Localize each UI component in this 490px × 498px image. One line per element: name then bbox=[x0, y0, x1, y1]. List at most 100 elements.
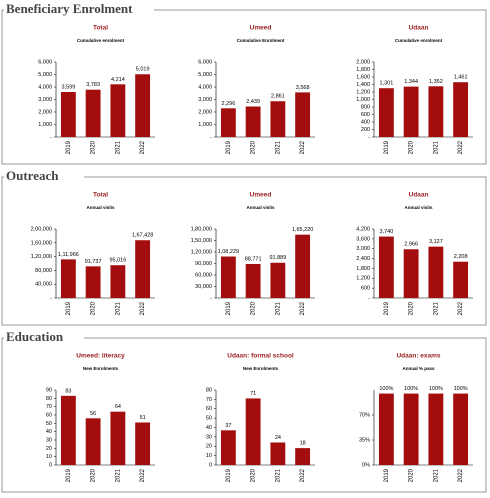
y-tick-label: 60,000 bbox=[195, 272, 212, 278]
x-tick-label: 2019 bbox=[226, 301, 232, 315]
value-label: 51 bbox=[140, 415, 146, 421]
y-tick-label: 6,000 bbox=[38, 59, 52, 65]
section-box bbox=[1, 9, 487, 165]
y-tick-label: 1,200 bbox=[356, 89, 370, 95]
value-label: 3,127 bbox=[429, 239, 443, 245]
value-label: 3,599 bbox=[61, 84, 75, 90]
value-label: 1,352 bbox=[429, 79, 443, 85]
bar bbox=[220, 108, 236, 137]
y-tick-label: 90 bbox=[46, 387, 52, 393]
y-tick-label: 200 bbox=[361, 127, 370, 133]
y-tick-label: 2,400 bbox=[356, 256, 370, 262]
y-tick-label: 30 bbox=[46, 437, 52, 443]
y-tick-label: 10 bbox=[206, 453, 212, 459]
y-tick-label: 40,000 bbox=[35, 282, 52, 288]
chart-subtitle: New Enrolments bbox=[83, 366, 119, 371]
x-tick-label: 2019 bbox=[66, 301, 72, 315]
bar bbox=[245, 106, 261, 137]
x-tick-label: 2020 bbox=[409, 140, 415, 154]
y-tick-label: 30,000 bbox=[195, 284, 212, 290]
y-tick-label: 5,000 bbox=[38, 72, 52, 78]
value-label: 100% bbox=[404, 386, 418, 392]
section-title-bg bbox=[4, 330, 84, 346]
value-label: 56 bbox=[90, 411, 96, 417]
x-tick-label: 2021 bbox=[275, 301, 281, 315]
y-tick-label: 3,000 bbox=[38, 97, 52, 103]
value-label: 95,016 bbox=[109, 258, 126, 264]
x-tick-label: 2022 bbox=[140, 468, 146, 482]
y-tick-label: 1,000 bbox=[198, 122, 212, 128]
bar bbox=[135, 240, 151, 298]
y-tick-label: - bbox=[368, 295, 370, 301]
section-title: Beneficiary Enrolment bbox=[6, 1, 133, 16]
chart-subtitle: Annual visits bbox=[404, 205, 433, 210]
value-label: 3,783 bbox=[86, 82, 100, 88]
x-tick-label: 2022 bbox=[458, 468, 464, 482]
bar bbox=[135, 74, 151, 137]
chart-title: Umeed: literacy bbox=[76, 353, 125, 360]
y-tick-label: 10 bbox=[46, 454, 52, 460]
value-label: 100% bbox=[379, 386, 393, 392]
section-box bbox=[1, 337, 487, 493]
y-tick-label: 70 bbox=[46, 404, 52, 410]
y-tick-label: 0 bbox=[209, 462, 212, 468]
value-label: 2,439 bbox=[246, 99, 260, 105]
value-label: 2,861 bbox=[271, 94, 285, 100]
x-tick-label: 2020 bbox=[409, 468, 415, 482]
value-label: 2,966 bbox=[404, 242, 418, 248]
value-label: 4,214 bbox=[111, 77, 125, 83]
y-tick-label: 1,50,000 bbox=[191, 238, 212, 244]
bar bbox=[378, 88, 394, 137]
y-tick-label: 4,000 bbox=[38, 84, 52, 90]
chart-subtitle: Annual visits bbox=[86, 205, 115, 210]
x-tick-label: 2020 bbox=[409, 301, 415, 315]
bar bbox=[60, 92, 76, 137]
y-tick-label: 1,800 bbox=[356, 67, 370, 73]
x-tick-label: 2019 bbox=[66, 468, 72, 482]
bar bbox=[135, 422, 151, 465]
bar bbox=[270, 101, 286, 137]
value-label: 1,344 bbox=[404, 79, 418, 85]
chart-title: Udaan bbox=[409, 192, 429, 199]
bar bbox=[453, 261, 469, 298]
value-label: 91,737 bbox=[85, 259, 102, 265]
chart-subtitle: Cumulative enrolment bbox=[395, 38, 443, 43]
x-tick-label: 2022 bbox=[458, 140, 464, 154]
y-tick-label: 3,000 bbox=[198, 97, 212, 103]
y-tick-label: 2,000 bbox=[198, 109, 212, 115]
section-title: Education bbox=[6, 329, 64, 344]
y-tick-label: 1,80,000 bbox=[191, 226, 212, 232]
y-tick-label: 4,000 bbox=[198, 84, 212, 90]
chart-subtitle: Annual visits bbox=[246, 205, 275, 210]
y-tick-label: 60 bbox=[46, 412, 52, 418]
value-label: 100% bbox=[454, 386, 468, 392]
y-tick-label: 1,20,000 bbox=[191, 249, 212, 255]
y-tick-label: 70 bbox=[206, 397, 212, 403]
y-tick-label: 4,200 bbox=[356, 226, 370, 232]
x-tick-label: 2021 bbox=[275, 468, 281, 482]
bar bbox=[270, 442, 286, 465]
bar bbox=[220, 256, 236, 298]
chart-subtitle: Cumulative enrolment bbox=[77, 38, 125, 43]
y-tick-label: 20 bbox=[46, 446, 52, 452]
y-tick-label: 70% bbox=[359, 412, 370, 418]
value-label: 1,08,229 bbox=[218, 249, 239, 255]
y-tick-label: 3,000 bbox=[356, 246, 370, 252]
value-label: 2,296 bbox=[221, 101, 235, 107]
bar bbox=[85, 266, 101, 298]
bar bbox=[453, 393, 469, 465]
y-tick-label: 50 bbox=[46, 421, 52, 427]
y-tick-label: 20 bbox=[206, 444, 212, 450]
y-tick-label: 35% bbox=[359, 437, 370, 443]
y-tick-label: - bbox=[50, 295, 52, 301]
value-label: 1,461 bbox=[454, 75, 468, 81]
bar bbox=[295, 234, 311, 298]
chart-title: Total bbox=[93, 25, 108, 32]
section-box bbox=[1, 176, 487, 326]
bar bbox=[295, 92, 311, 137]
x-tick-label: 2020 bbox=[251, 468, 257, 482]
bar bbox=[245, 263, 261, 298]
y-tick-label: 40 bbox=[46, 429, 52, 435]
chart-subtitle: Annual % pass bbox=[402, 366, 435, 371]
x-tick-label: 2021 bbox=[433, 140, 439, 154]
